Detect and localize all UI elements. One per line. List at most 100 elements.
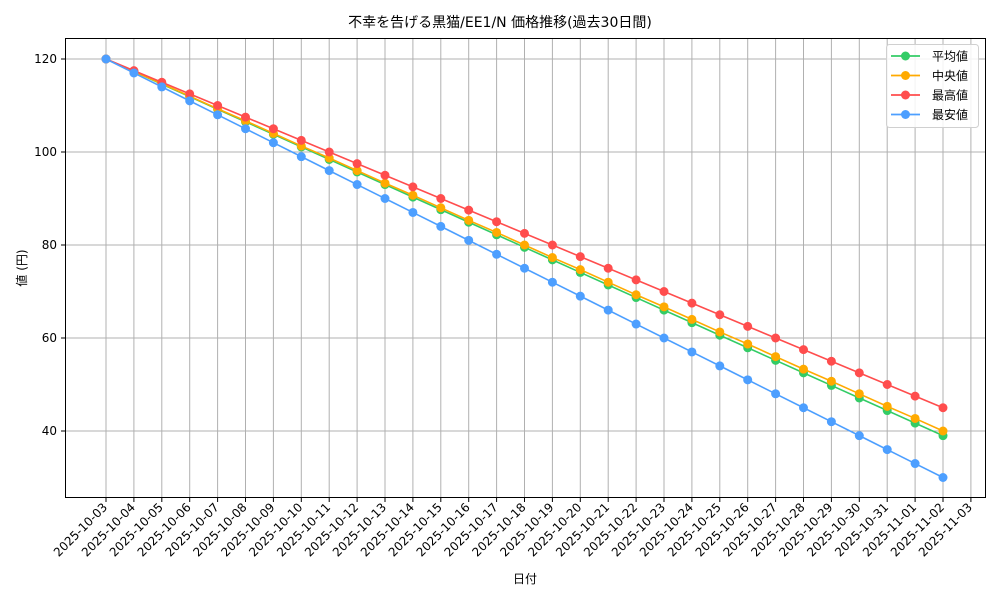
data-point: [296, 135, 306, 145]
legend-marker-icon: [901, 110, 910, 119]
data-point: [659, 287, 669, 296]
data-point: [603, 277, 613, 287]
data-point: [464, 205, 474, 215]
data-point: [687, 314, 697, 324]
data-point: [575, 265, 585, 275]
legend-marker-icon: [901, 71, 910, 80]
data-point: [938, 473, 948, 482]
data-point: [603, 305, 613, 315]
data-point: [799, 364, 808, 374]
legend-label: 最高値: [932, 88, 968, 103]
data-point: [910, 413, 920, 423]
data-point: [352, 166, 362, 176]
data-point: [631, 290, 641, 300]
data-point: [854, 368, 864, 378]
data-point: [631, 275, 641, 285]
data-point: [603, 263, 613, 273]
data-point: [492, 217, 502, 227]
data-point: [520, 228, 529, 238]
data-point: [464, 235, 474, 245]
data-point: [659, 302, 669, 312]
y-tick-label: 40: [42, 424, 57, 438]
data-point: [771, 389, 781, 399]
data-point: [882, 445, 892, 455]
legend-item: 最高値: [891, 88, 968, 103]
y-tick-label: 120: [34, 52, 57, 66]
series-line: [101, 54, 948, 482]
data-point: [296, 152, 306, 162]
data-point: [743, 375, 753, 385]
x-axis-ticks: 2025-10-032025-10-042025-10-052025-10-06…: [51, 497, 975, 559]
y-axis-label: 値 (円): [14, 249, 29, 286]
data-point: [352, 180, 362, 190]
data-point: [436, 221, 446, 231]
data-point: [492, 249, 502, 259]
data-point: [547, 253, 557, 263]
data-point: [436, 194, 446, 203]
data-point: [771, 352, 781, 362]
data-point: [547, 277, 557, 287]
data-point: [575, 252, 585, 262]
data-point: [268, 124, 278, 134]
data-point: [408, 182, 418, 192]
data-point: [492, 227, 502, 237]
data-point: [631, 319, 641, 329]
data-point: [157, 82, 167, 92]
data-point: [185, 89, 195, 99]
legend-item: 平均値: [891, 49, 968, 64]
data-point: [854, 389, 864, 399]
data-point: [938, 403, 948, 413]
data-point: [715, 327, 725, 337]
data-point: [826, 356, 836, 366]
data-point: [380, 170, 390, 180]
data-point: [520, 263, 529, 273]
data-point: [185, 96, 195, 106]
data-point: [771, 333, 781, 343]
legend-marker-icon: [901, 51, 910, 61]
series-layer: [101, 54, 948, 482]
data-point: [743, 321, 753, 331]
data-point: [101, 54, 111, 64]
data-point: [352, 159, 362, 169]
data-point: [826, 376, 836, 386]
data-point: [380, 178, 390, 188]
data-point: [213, 101, 223, 110]
data-point: [241, 112, 250, 122]
data-point: [241, 124, 250, 134]
data-point: [854, 431, 864, 441]
data-point: [436, 203, 446, 213]
y-tick-label: 60: [42, 331, 57, 345]
data-point: [687, 347, 697, 357]
data-point: [324, 147, 334, 157]
data-point: [408, 190, 418, 200]
legend-label: 中央値: [932, 68, 968, 83]
data-point: [826, 417, 836, 427]
data-point: [324, 166, 334, 176]
data-point: [268, 138, 278, 148]
data-point: [380, 194, 390, 203]
data-point: [715, 310, 725, 320]
x-axis-label: 日付: [513, 572, 537, 586]
legend-marker-icon: [901, 90, 910, 100]
y-axis-ticks: 40 60 80 100 120: [34, 52, 66, 438]
data-point: [408, 207, 418, 217]
legend-label: 最安値: [932, 107, 968, 122]
y-tick-label: 100: [34, 145, 57, 159]
data-point: [910, 391, 920, 401]
plot-frame: [65, 38, 986, 498]
chart-title: 不幸を告げる黒猫/EE1/N 価格推移(過去30日間): [348, 15, 652, 31]
data-point: [213, 110, 223, 120]
data-point: [799, 403, 808, 413]
data-point: [129, 68, 139, 78]
data-point: [464, 215, 474, 225]
legend-item: 最安値: [891, 107, 968, 122]
data-point: [659, 333, 669, 343]
data-point: [799, 345, 808, 355]
data-point: [882, 380, 892, 389]
data-point: [547, 240, 557, 250]
legend-item: 中央値: [891, 68, 968, 83]
data-point: [882, 401, 892, 411]
data-point: [575, 291, 585, 301]
data-point: [910, 459, 920, 469]
